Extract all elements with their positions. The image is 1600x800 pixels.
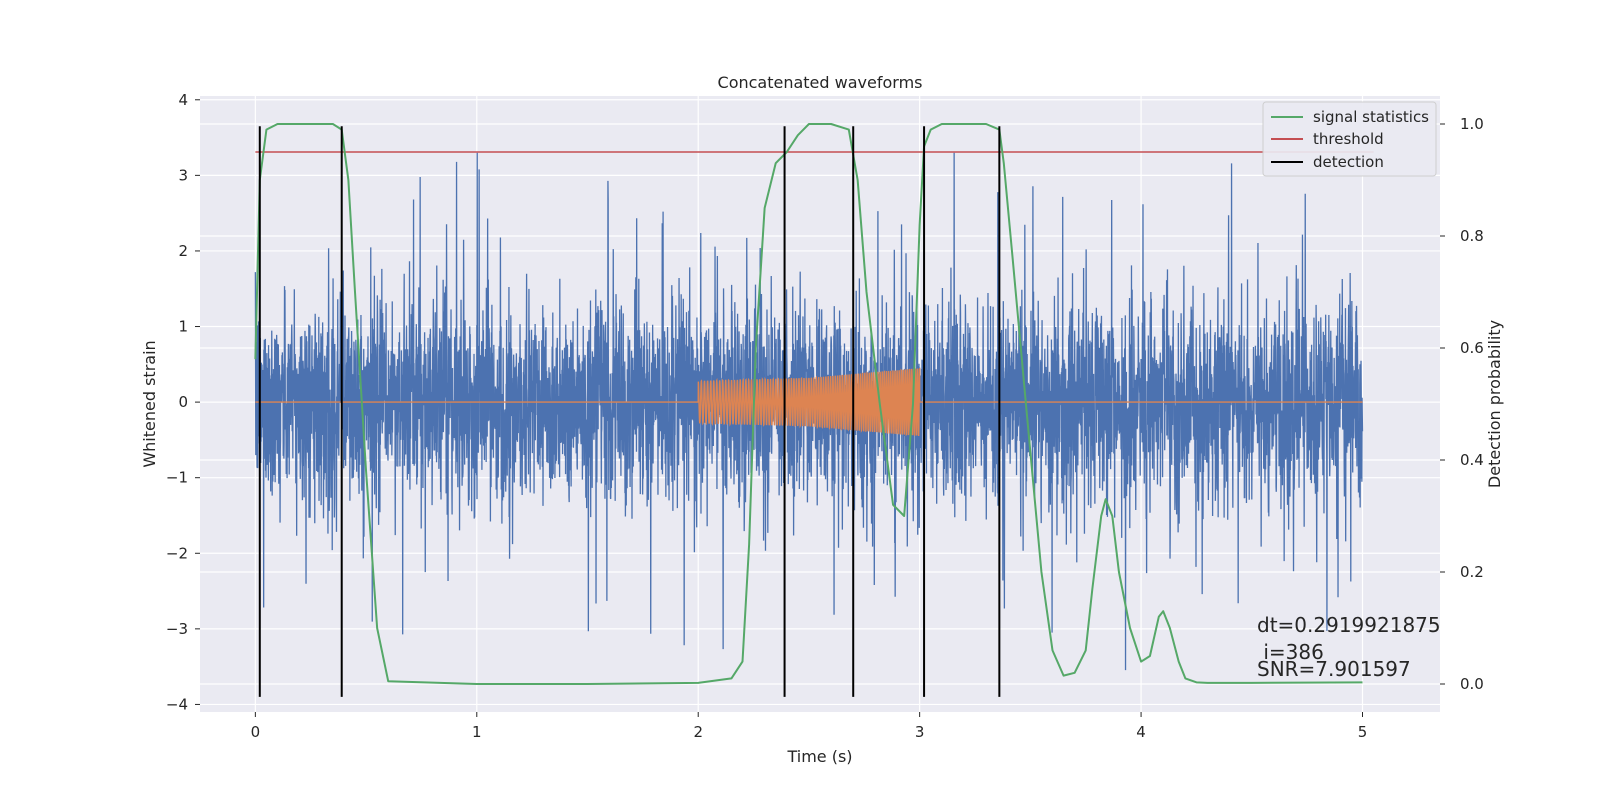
legend-label-signal: signal statistics bbox=[1313, 108, 1429, 126]
y-tick-label: −3 bbox=[166, 620, 188, 638]
y-right-tick-label: 1.0 bbox=[1460, 115, 1484, 133]
strain-series bbox=[254, 152, 1364, 671]
x-axis-title: Time (s) bbox=[786, 747, 852, 766]
signal-statistics-series bbox=[254, 123, 1363, 685]
legend-label-detection: detection bbox=[1313, 153, 1384, 171]
y-right-tick-label: 0.6 bbox=[1460, 339, 1484, 357]
waveform-series bbox=[255, 368, 1363, 437]
y-tick-label: 1 bbox=[178, 318, 188, 336]
y-right-tick-label: 0.0 bbox=[1460, 675, 1484, 693]
y-tick-label: 0 bbox=[178, 393, 188, 411]
annotation-dt: dt=0.2919921875 bbox=[1257, 613, 1441, 637]
y-right-tick-label: 0.2 bbox=[1460, 563, 1484, 581]
x-tick-label: 0 bbox=[251, 723, 261, 741]
y-tick-label: −4 bbox=[166, 695, 188, 713]
x-tick-label: 4 bbox=[1136, 723, 1146, 741]
y-right-tick-label: 0.4 bbox=[1460, 451, 1484, 469]
axes: 0 1 2 3 4 5 −4 −3 −2 −1 0 1 2 3 4 0.0 0.2 0.4 0.6 0.8 1.0 bbox=[166, 91, 1484, 741]
y-tick-label: −1 bbox=[166, 469, 188, 487]
y-right-tick-label: 0.8 bbox=[1460, 227, 1484, 245]
y-tick-label: 4 bbox=[178, 91, 188, 109]
annotation-i: i=386 bbox=[1257, 640, 1324, 664]
x-tick-label: 3 bbox=[915, 723, 925, 741]
plot-area bbox=[254, 123, 1374, 697]
y-axis-right-title: Detection probability bbox=[1485, 320, 1504, 488]
annotation-snr: SNR=7.901597 bbox=[1257, 657, 1411, 681]
legend-box bbox=[1262, 101, 1437, 177]
y-tick-label: 3 bbox=[178, 166, 188, 184]
legend: signal statistics threshold detection bbox=[1262, 101, 1437, 177]
x-tick-label: 2 bbox=[693, 723, 703, 741]
legend-label-threshold: threshold bbox=[1313, 130, 1384, 148]
chart-title: Concatenated waveforms bbox=[718, 73, 923, 92]
x-tick-label: 5 bbox=[1358, 723, 1368, 741]
y-tick-label: −2 bbox=[166, 544, 188, 562]
y-tick-label: 2 bbox=[178, 242, 188, 260]
x-tick-label: 1 bbox=[472, 723, 482, 741]
y-axis-title: Whitened strain bbox=[140, 340, 159, 467]
